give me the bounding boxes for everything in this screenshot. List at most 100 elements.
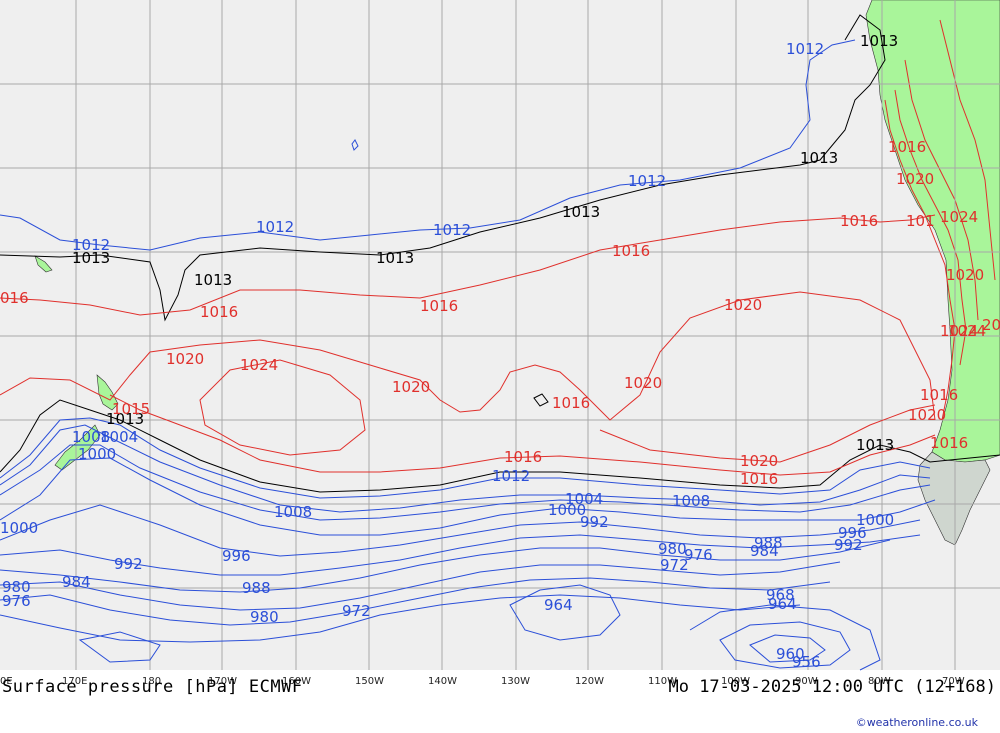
isobar-1020-a [0,291,936,421]
isobar-label: 964 [544,596,573,614]
isobar-label: 980 [250,608,279,626]
isobar-label: 1024 [948,322,986,340]
isobar-label: 1013 [800,149,838,167]
isobar-1000 [0,457,936,536]
land-new-zealand-north [96,374,119,411]
lon-tick: 90W [795,676,818,687]
isobar-label: 992 [114,555,143,573]
isobar-label: 1000 [548,501,586,519]
credit-link[interactable]: ©weatheronline.co.uk [855,716,978,729]
isobar-980 [0,577,831,626]
isobar-label: 1000 [0,519,38,537]
isobar-label: 1024 [940,208,978,226]
isobar-label: 1013 [856,436,894,454]
isobar-label: 1020 [946,266,984,284]
isobar-label: 1004 [565,490,603,508]
isobar-1016-a [0,214,936,316]
lon-tick: 180 [142,676,161,687]
isobar-label: 996 [838,524,867,542]
isobar-label: 1013 [562,203,600,221]
isobar-label: 1000 [856,511,894,529]
isobar-976 [78,631,161,663]
isobar-label: 980 [2,578,31,596]
map-title: Surface pressure [hPa] ECMWF [2,677,303,697]
isobar-label: 988 [754,534,783,552]
isobar-988 [0,539,891,593]
isobar-label: 992 [834,536,863,554]
isobar-992 [0,534,921,576]
isobar-label: 1020 [624,374,662,392]
lon-tick: 120W [575,676,604,687]
isobar-1024 [199,359,366,456]
isobar-1016-south [109,394,936,476]
labels-red: 016 1016 1016 1016 1016 1016 1016 1016 1… [0,138,1000,488]
isobar-label: 1000 [78,445,116,463]
lon-tick: 110W [648,676,677,687]
isobar-label: 980 [658,540,687,558]
isobar-label: 976 [684,546,713,564]
isobar-956 [749,634,826,663]
isobar-label: 1020 [740,452,778,470]
isobar-label: 1024 [940,322,978,340]
isobar-label: 1020 [392,378,430,396]
island-marker [533,393,549,407]
isobar-label: 988 [242,579,271,597]
isobar-label: 101 [906,212,935,230]
isobar-label: 992 [580,513,609,531]
lon-tick: 150W [355,676,384,687]
isobar-label: 968 [766,586,795,604]
isobar-label: 1016 [840,212,878,230]
isobar-label: 1020 [896,170,934,188]
isobar-label: 20 [982,316,1000,334]
isobar-label: 956 [792,653,821,671]
labels-1013: 1013 1013 1013 1013 1013 1013 1013 [72,32,898,428]
isobar-996 [0,504,921,557]
lon-tick: 100W [721,676,750,687]
isobar-960 [719,621,851,669]
island-marker [351,139,359,151]
map-valid-time: Mo 17-03-2025 12:00 UTC (12+168) [668,677,996,697]
land-new-caledonia [34,255,53,273]
isobar-label: 1016 [420,297,458,315]
isobar-label: 1012 [433,221,471,239]
lon-tick: 140W [428,676,457,687]
isobar-label: 960 [776,645,805,663]
isobar-label: 1016 [930,434,968,452]
ocean-area [0,0,1000,670]
isobar-1008 [0,424,931,513]
isobar-label: 1020 [724,296,762,314]
lon-tick-labels: 0E 170E 180 170W 160W 150W 140W 130W 120… [0,676,965,687]
isobar-label: 1012 [492,467,530,485]
isobar-label: 972 [342,602,371,620]
lon-tick: 160W [282,676,311,687]
isobar-label: 1016 [888,138,926,156]
isobar-label: 1016 [612,242,650,260]
isobar-label: 1013 [194,271,232,289]
isobar-label: 1008 [672,492,710,510]
isobar-label: 1012 [628,172,666,190]
isobar-1020-south [599,404,936,463]
isobar-label: 1013 [860,32,898,50]
isobar-1013-south [0,399,1000,493]
isobar-968 [689,604,881,671]
lon-tick: 130W [501,676,530,687]
labels-blue: 1012 1012 1012 1012 1012 1012 1008 1008 … [0,40,867,671]
isobar-label: 996 [222,547,251,565]
lon-tick: 70W [942,676,965,687]
isobar-label: 1012 [72,236,110,254]
isobar-label: 1020 [166,350,204,368]
isobar-1013-north [0,14,886,322]
isobar-label: 1016 [200,303,238,321]
isobar-label: 976 [2,592,31,610]
isobar-972 [0,594,801,643]
isobar-label: 1012 [786,40,824,58]
lon-tick: 80W [868,676,891,687]
isobar-label: 016 [0,289,29,307]
isobar-label: 1016 [920,386,958,404]
isobar-1012-south [0,417,931,499]
isobar-label: 1024 [240,356,278,374]
isobar-label: 972 [660,556,689,574]
isobar-1004 [0,444,931,521]
isobar-label: 964 [768,595,797,613]
isobar-label: 1013 [376,249,414,267]
